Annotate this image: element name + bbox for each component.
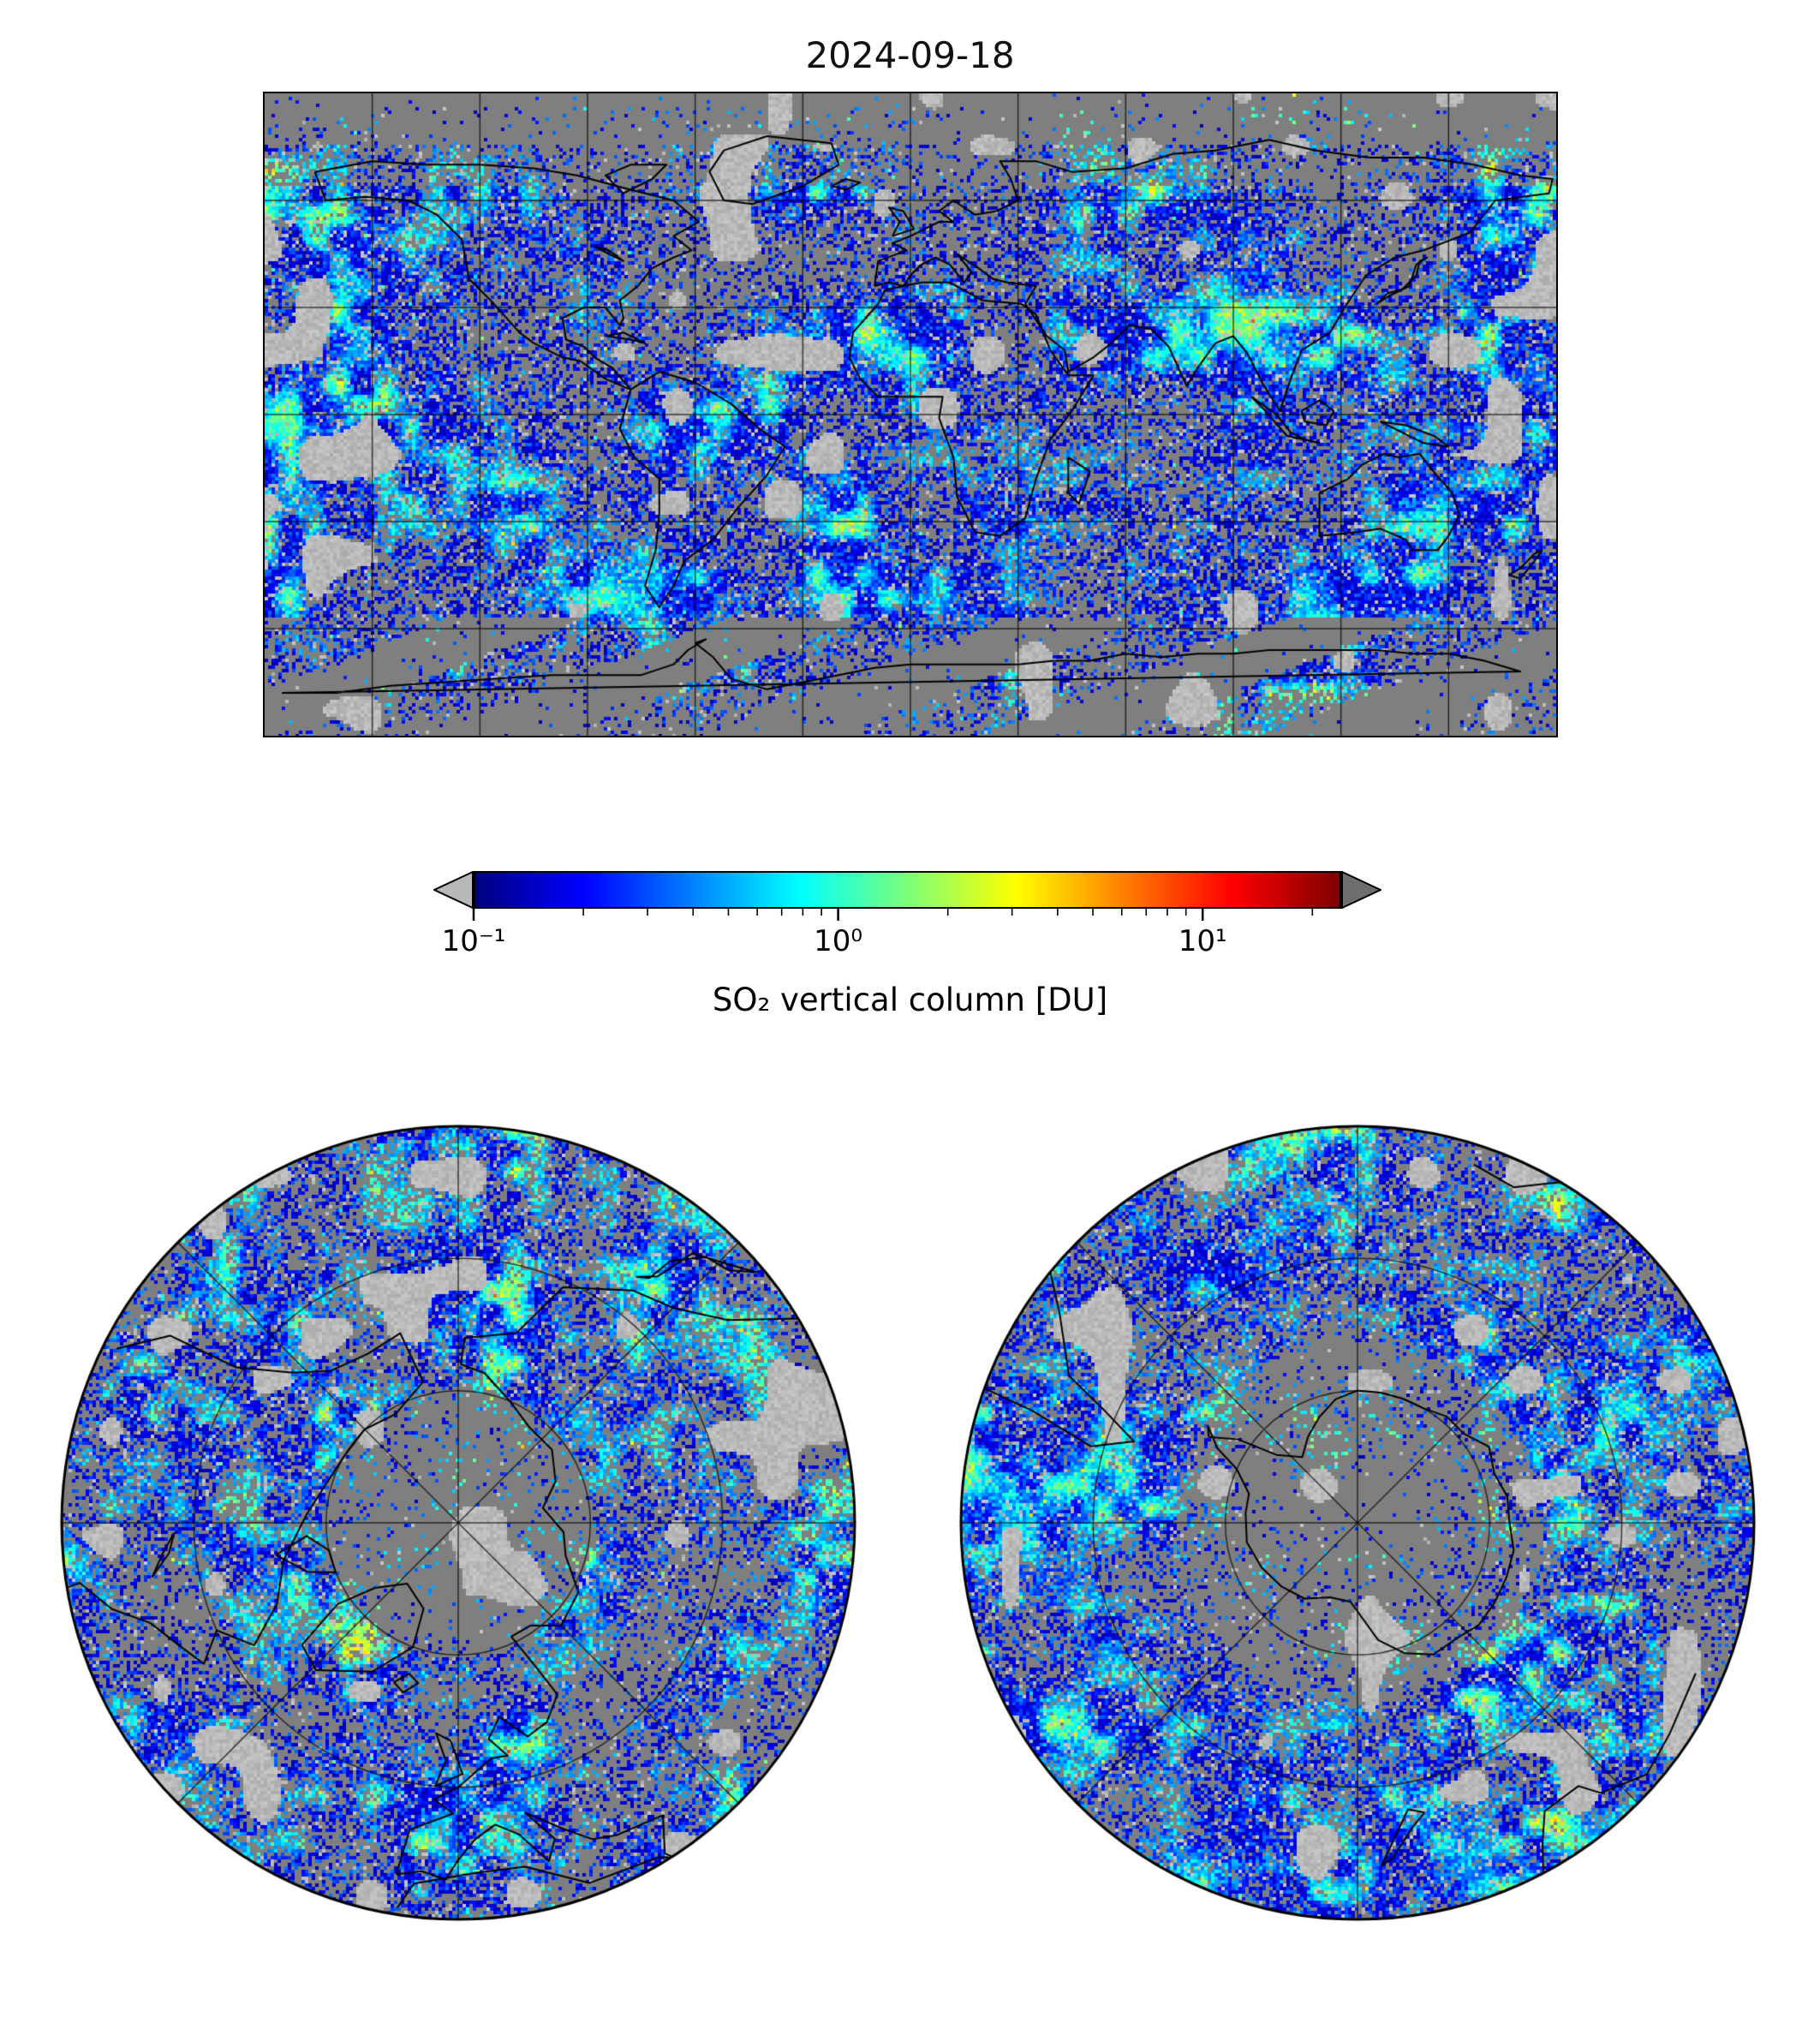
- colorbar-ticks: [472, 909, 1314, 921]
- colorbar-label: SO₂ vertical column [DU]: [712, 982, 1108, 1018]
- north-polar-canvas: [58, 1123, 858, 1923]
- date-title: 2024-09-18: [805, 34, 1015, 76]
- colorbar-under-arrow: [433, 871, 474, 909]
- south-polar-canvas: [958, 1123, 1757, 1923]
- colorbar-over-arrow: [1341, 871, 1381, 909]
- colorbar-tick-label-2: 10¹: [1178, 924, 1227, 958]
- colorbar: 10⁻¹ 10⁰ 10¹: [433, 871, 1381, 958]
- colorbar-tick-label-1: 10⁰: [814, 924, 863, 958]
- global-map-canvas: [263, 92, 1558, 737]
- colorbar-tick-label-0: 10⁻¹: [441, 924, 506, 958]
- colorbar-gradient: [474, 871, 1341, 909]
